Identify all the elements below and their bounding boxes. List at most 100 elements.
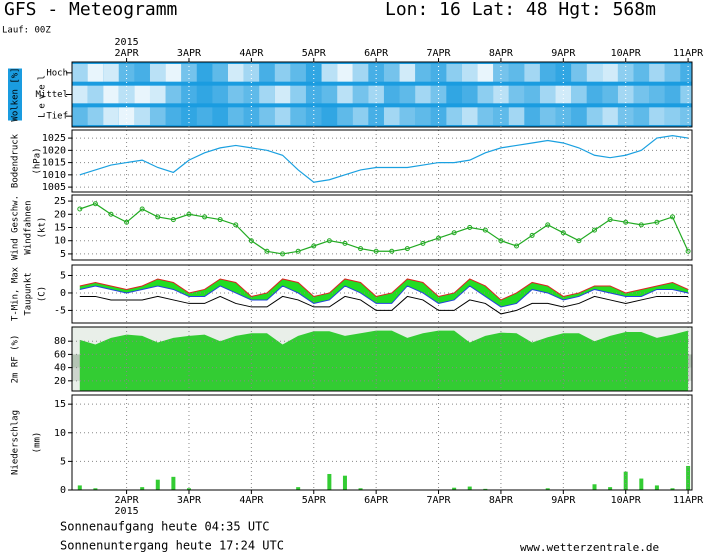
cloud-cell xyxy=(337,85,353,104)
panel-frame xyxy=(71,394,693,491)
y-tick-label: 0 xyxy=(60,485,66,496)
cloud-cell xyxy=(664,85,681,104)
point xyxy=(248,238,254,244)
point xyxy=(92,201,98,207)
run: Lauf: 00Z xyxy=(2,26,51,36)
cloud-cell xyxy=(446,64,462,82)
cloud-cell xyxy=(87,107,104,125)
precip-bar xyxy=(186,488,191,490)
x-tick-label: 2APR xyxy=(115,48,140,59)
point xyxy=(170,217,176,223)
cloud-cell xyxy=(415,107,431,125)
line xyxy=(79,135,689,183)
cloud-cell xyxy=(586,64,603,82)
panel-frame xyxy=(71,129,693,193)
x-tick-label: 10APR xyxy=(611,48,642,59)
x-tick-label: 10APR xyxy=(611,495,642,506)
y-axis-label: (hPa) xyxy=(33,147,43,174)
temp-line xyxy=(79,278,689,301)
line xyxy=(79,203,689,255)
title: GFS - Meteogramm xyxy=(4,0,177,20)
precip-bar xyxy=(358,488,363,490)
precip-bar xyxy=(623,471,628,490)
precip-bar xyxy=(327,473,332,490)
point xyxy=(280,251,286,257)
x-tick-label: 4APR xyxy=(239,495,264,506)
cloud-cell xyxy=(72,107,88,125)
cloud-cell xyxy=(290,107,306,125)
cloud-cell xyxy=(461,107,478,125)
sunrise: Sonnenaufgang heute 04:35 UTC xyxy=(60,520,270,534)
y-tick-label: 0 xyxy=(60,288,66,299)
cloud-cell xyxy=(87,85,104,104)
precip-bar xyxy=(467,486,472,490)
x-tick-label: 8APR xyxy=(489,48,514,59)
cloud-cell xyxy=(196,64,213,82)
y-tick-label: 25 xyxy=(54,196,66,207)
point xyxy=(186,211,192,217)
y-axis-label: Wolken [%] xyxy=(11,67,21,121)
cloud-cell xyxy=(149,85,166,104)
cloud-cell xyxy=(149,64,166,82)
cloud-cell xyxy=(571,85,587,104)
y-axis-label: (kt) xyxy=(38,217,48,239)
cloud-cell xyxy=(430,107,447,125)
precip-bar xyxy=(77,485,82,490)
cloud-cell xyxy=(227,64,244,82)
level-axis-label: Level xyxy=(38,71,48,118)
cloud-cell xyxy=(72,64,88,82)
cloud-cell xyxy=(461,85,478,104)
point xyxy=(342,240,348,246)
cloud-cell xyxy=(368,64,384,82)
temp-range xyxy=(79,278,689,307)
precip-bar xyxy=(155,479,160,490)
cloud-cell xyxy=(415,64,431,82)
y-tick-label: 80 xyxy=(54,336,66,347)
cloud-cell xyxy=(165,107,182,125)
cloud-cell xyxy=(227,107,244,125)
y-tick-label: 5 xyxy=(60,270,66,281)
precip-bar xyxy=(670,488,675,490)
cloud-cell xyxy=(196,107,213,125)
cloud-cell xyxy=(571,107,587,125)
cloud-cell xyxy=(477,85,494,104)
precip-bar xyxy=(342,475,347,490)
cloud-cell xyxy=(259,107,275,125)
point xyxy=(498,238,504,244)
cloud-cell xyxy=(633,85,650,104)
cloud-cell xyxy=(72,85,88,104)
point xyxy=(482,227,488,233)
precip-bar xyxy=(296,487,301,490)
cloud-cell xyxy=(477,64,494,82)
point xyxy=(155,214,161,220)
cloud-cell xyxy=(368,107,384,125)
cloud-cell xyxy=(555,107,572,125)
cloud-cell xyxy=(555,64,572,82)
rh-area xyxy=(79,330,689,391)
cloud-cell xyxy=(493,64,509,82)
y-tick-label: 60 xyxy=(54,349,66,360)
y-axis-label: Windfahnen xyxy=(24,200,34,254)
y-tick-label: 1010 xyxy=(42,170,66,181)
x-tick-label: 6APR xyxy=(364,48,389,59)
cloud-cell xyxy=(134,64,150,82)
cloud-cell xyxy=(617,64,634,82)
point xyxy=(264,248,270,254)
point xyxy=(373,248,379,254)
point xyxy=(436,235,442,241)
x-tick-label: 8APR xyxy=(489,495,514,506)
cloud-cell xyxy=(524,64,540,82)
point xyxy=(607,217,613,223)
precip-bar xyxy=(171,476,176,490)
x-tick-label: 3APR xyxy=(177,495,202,506)
cloud-cell xyxy=(446,107,462,125)
point xyxy=(358,246,364,252)
x-tick-label: 11APR xyxy=(673,495,704,506)
point xyxy=(670,214,676,220)
cloud-cell xyxy=(617,107,634,125)
location: Lon: 16 Lat: 48 Hgt: 568m xyxy=(385,0,656,20)
cloud-cell xyxy=(539,64,556,82)
cloud-cell xyxy=(259,64,275,82)
cloud-cell xyxy=(290,64,306,82)
cloud-cell xyxy=(508,107,525,125)
